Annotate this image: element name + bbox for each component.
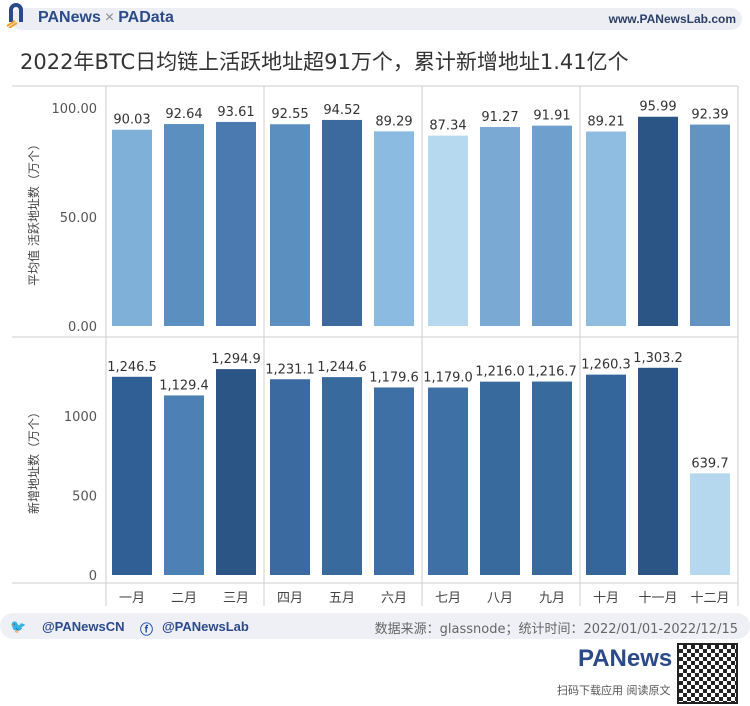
twitter-handle[interactable]: @PANewsCN [42, 619, 125, 634]
footer-logo: PANews [578, 645, 673, 672]
bar [586, 131, 626, 326]
data-label: 92.64 [165, 107, 202, 122]
data-label: 89.29 [375, 114, 412, 129]
x-tick-label: 九月 [539, 591, 565, 606]
data-label: 1,294.9 [211, 352, 261, 367]
data-label: 92.39 [691, 108, 728, 123]
x-tick-label: 五月 [329, 591, 355, 606]
bar [270, 124, 310, 326]
bar [374, 387, 414, 575]
data-label: 94.52 [323, 103, 360, 118]
y-tick-label: 500 [72, 490, 97, 505]
scan-text: 扫码下载应用 阅读原文 [557, 684, 671, 697]
bar [164, 395, 204, 575]
chart: 平均值 活跃地址数（万个） 新增地址数（万个） 0.00 50.00 100.00 9… [12, 85, 739, 606]
footer-bar [0, 613, 750, 639]
data-source: 数据来源：glassnode；统计时间：2022/01/01-2022/12/1… [374, 622, 738, 637]
bar [428, 387, 468, 575]
bar [216, 121, 256, 326]
bar [532, 381, 572, 575]
x-tick-label: 八月 [487, 591, 513, 606]
y-tick-label: 100.00 [52, 102, 98, 117]
data-label: 93.61 [217, 105, 254, 120]
bar [532, 125, 572, 326]
bar [480, 127, 520, 326]
x-tick-label: 七月 [435, 591, 461, 606]
y-label-bottom: 新增地址数（万个） [26, 406, 41, 514]
bar [164, 124, 204, 326]
panews-logo-icon [6, 3, 23, 28]
brand: PANews × PAData [38, 9, 174, 27]
x-tick-label: 十二月 [690, 591, 729, 606]
data-label: 1,244.6 [317, 360, 367, 375]
brand-padata: PAData [118, 9, 174, 26]
bar [586, 374, 626, 575]
facebook-icon: ⓕ [140, 622, 154, 637]
bar [216, 369, 256, 575]
chart-title: 2022年BTC日均链上活跃地址超91万个，累计新增地址1.41亿个 [20, 50, 629, 74]
data-label: 1,246.5 [107, 360, 157, 375]
x-tick-label: 三月 [223, 591, 249, 606]
brand-separator: × [104, 9, 115, 26]
data-label: 1,129.4 [159, 378, 209, 393]
site-url[interactable]: www.PANewsLab.com [608, 12, 736, 26]
bar [322, 119, 362, 326]
data-label: 90.03 [113, 113, 150, 128]
data-label: 91.91 [533, 109, 570, 124]
data-label: 95.99 [639, 100, 676, 115]
bar [638, 116, 678, 327]
x-tick-label: 十一月 [638, 591, 677, 606]
data-label: 1,179.0 [423, 371, 473, 386]
twitter-icon: 🐦 [10, 619, 27, 634]
facebook-handle[interactable]: @PANewsLab [162, 619, 249, 634]
y-label-top: 平均值 活跃地址数（万个） [26, 138, 41, 286]
bar [480, 381, 520, 575]
bar [270, 379, 310, 575]
data-label: 92.55 [271, 107, 308, 122]
x-tick-label: 二月 [171, 591, 197, 606]
data-label: 87.34 [429, 119, 466, 134]
chart-frame [12, 85, 739, 606]
bar [690, 473, 730, 575]
data-label: 1,260.3 [581, 358, 631, 373]
bar [112, 129, 152, 326]
y-tick-label: 0 [89, 569, 97, 584]
data-label: 89.21 [587, 115, 624, 130]
data-label: 1,216.7 [527, 365, 577, 380]
data-label: 1,303.2 [633, 351, 683, 366]
x-tick-label: 六月 [381, 591, 407, 606]
x-tick-label: 一月 [119, 591, 145, 606]
x-tick-label: 十月 [593, 591, 619, 606]
bar [690, 124, 730, 326]
y-tick-label: 1000 [64, 410, 97, 425]
y-tick-label: 0.00 [68, 320, 97, 335]
brand-panews: PANews [38, 9, 101, 26]
y-tick-label: 50.00 [60, 211, 97, 226]
bar [374, 131, 414, 326]
data-label: 1,216.0 [475, 365, 525, 380]
data-label: 1,179.6 [369, 370, 419, 385]
data-label: 1,231.1 [265, 362, 315, 377]
bar [112, 376, 152, 575]
qr-code[interactable] [677, 643, 738, 704]
bar [322, 377, 362, 575]
bar [638, 367, 678, 575]
x-tick-label: 四月 [277, 591, 303, 606]
data-label: 91.27 [481, 110, 518, 125]
header-bar [10, 8, 742, 30]
bar [428, 135, 468, 326]
data-label: 639.7 [691, 456, 728, 471]
